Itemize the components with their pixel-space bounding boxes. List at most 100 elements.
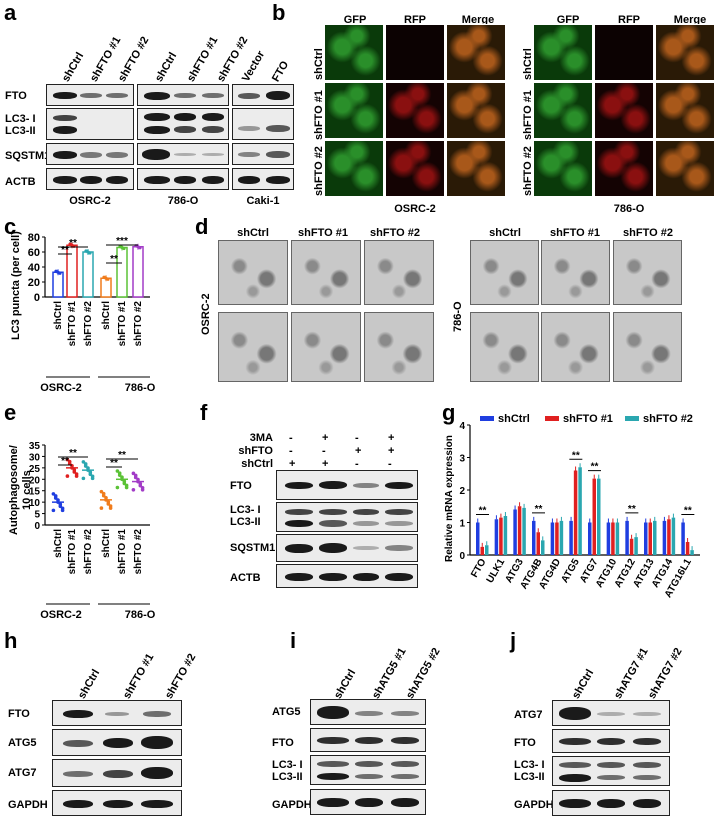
e-y-tick-label: 30 bbox=[29, 452, 41, 463]
a-blot-actb bbox=[137, 168, 229, 190]
c-point bbox=[88, 251, 92, 255]
e-point bbox=[99, 489, 104, 494]
c-y-tick-label: 20 bbox=[28, 277, 40, 289]
g-legend-swatch bbox=[480, 416, 494, 421]
g-y-tick-label: 2 bbox=[459, 486, 465, 497]
em-image-tile bbox=[218, 312, 288, 382]
f-condition-label: 3MA bbox=[249, 432, 273, 444]
micrograph-tile bbox=[594, 24, 654, 81]
b-channel-label: RFP bbox=[618, 14, 640, 26]
a-blot-fto bbox=[232, 84, 294, 106]
c-y-tick-label: 60 bbox=[28, 247, 40, 259]
a-row-label: ACTB bbox=[5, 176, 36, 188]
g-sig-label: ** bbox=[535, 504, 543, 515]
g-sig-label: ** bbox=[572, 450, 580, 461]
d-col-label: shFTO #2 bbox=[623, 227, 673, 239]
panel-label-e: e bbox=[4, 400, 17, 425]
h-row-label: FTO bbox=[8, 708, 30, 720]
f-sign: + bbox=[289, 458, 296, 470]
e-y-tick-label: 10 bbox=[29, 498, 41, 509]
g-bar bbox=[541, 540, 545, 555]
e-point bbox=[53, 496, 58, 500]
g-y-tick-label: 3 bbox=[459, 454, 465, 465]
b-channel-label: RFP bbox=[404, 14, 426, 26]
e-point bbox=[106, 502, 111, 506]
h-row-label: ATG5 bbox=[8, 737, 37, 749]
g-y-tick-label: 1 bbox=[459, 519, 465, 530]
i-row-label: ATG5 bbox=[272, 706, 301, 718]
g-bar bbox=[588, 522, 592, 555]
d-col-label: shFTO #2 bbox=[370, 227, 420, 239]
e-point bbox=[72, 470, 77, 474]
micrograph-tile bbox=[385, 82, 445, 139]
a-row-label: SQSTM1 bbox=[5, 150, 51, 162]
e-point bbox=[56, 500, 60, 504]
b-cell-label: OSRC-2 bbox=[394, 203, 436, 215]
micrograph-tile bbox=[446, 140, 506, 197]
a-blot-lc3 bbox=[232, 108, 294, 140]
e-point bbox=[101, 493, 106, 498]
i-row-label: LC3-II bbox=[272, 771, 303, 783]
em-image-tile bbox=[291, 312, 361, 382]
micrograph-tile bbox=[533, 24, 593, 81]
c-point bbox=[58, 271, 62, 275]
d-col-label: shFTO #1 bbox=[298, 227, 348, 239]
g-bar bbox=[476, 522, 480, 555]
a-group-label: OSRC-2 bbox=[69, 195, 111, 207]
e-point bbox=[104, 498, 108, 502]
e-point bbox=[65, 474, 70, 478]
f-sign: + bbox=[355, 445, 362, 457]
b-channel-label: GFP bbox=[556, 14, 580, 26]
f-row-label: LC3-II bbox=[230, 516, 261, 528]
e-point bbox=[117, 473, 122, 477]
g-y-axis-label: Relative mRNA expression bbox=[444, 435, 455, 562]
e-y-tick-label: 35 bbox=[29, 441, 41, 452]
e-point bbox=[83, 464, 88, 468]
g-bar bbox=[625, 520, 629, 555]
j-blot-fto bbox=[552, 729, 670, 753]
e-sig-label: ** bbox=[110, 458, 118, 469]
panel-label-a: a bbox=[4, 0, 17, 25]
j-blot-gapdh bbox=[552, 790, 670, 816]
h-blot-fto bbox=[52, 700, 182, 726]
f-row-label: ACTB bbox=[230, 572, 261, 584]
e-point bbox=[58, 504, 63, 509]
panel-label-j: j bbox=[510, 628, 517, 653]
panel-label-c: c bbox=[4, 214, 17, 239]
e-point bbox=[88, 472, 93, 477]
a-blot-fto bbox=[137, 84, 229, 106]
a-row-label: LC3-II bbox=[5, 125, 36, 137]
micrograph-tile bbox=[533, 140, 593, 197]
e-point bbox=[81, 476, 86, 481]
f-blot-fto bbox=[276, 470, 418, 500]
e-x-tick-label: shCtrl bbox=[53, 529, 64, 558]
e-point bbox=[74, 474, 79, 478]
g-bar bbox=[503, 516, 508, 555]
g-bar bbox=[648, 522, 652, 555]
f-blot-sqstm1 bbox=[276, 534, 418, 562]
e-sig-label: ** bbox=[61, 456, 69, 467]
g-bar bbox=[499, 517, 503, 555]
g-bar bbox=[634, 537, 638, 555]
f-blot-lc3 bbox=[276, 502, 418, 532]
f-condition-label: shCtrl bbox=[241, 458, 273, 470]
a-blot-actb bbox=[232, 168, 294, 190]
g-bar bbox=[597, 478, 601, 555]
e-point bbox=[131, 488, 136, 492]
c-x-tick-label: shFTO #1 bbox=[67, 301, 78, 347]
e-y-tick-label: 25 bbox=[29, 464, 41, 475]
j-blot-atg7 bbox=[552, 700, 670, 726]
c-group-label: 786-O bbox=[124, 382, 156, 394]
g-legend-swatch bbox=[625, 416, 639, 421]
panel-label-i: i bbox=[290, 628, 297, 653]
g-bar bbox=[592, 478, 596, 555]
j-lane-label: shCtrl bbox=[570, 667, 597, 701]
a-blot-sqstm1 bbox=[232, 143, 294, 165]
g-legend-swatch bbox=[545, 416, 559, 421]
c-sig-label: *** bbox=[116, 236, 128, 247]
a-row-label: LC3- I bbox=[5, 113, 36, 125]
e-point bbox=[122, 481, 127, 486]
